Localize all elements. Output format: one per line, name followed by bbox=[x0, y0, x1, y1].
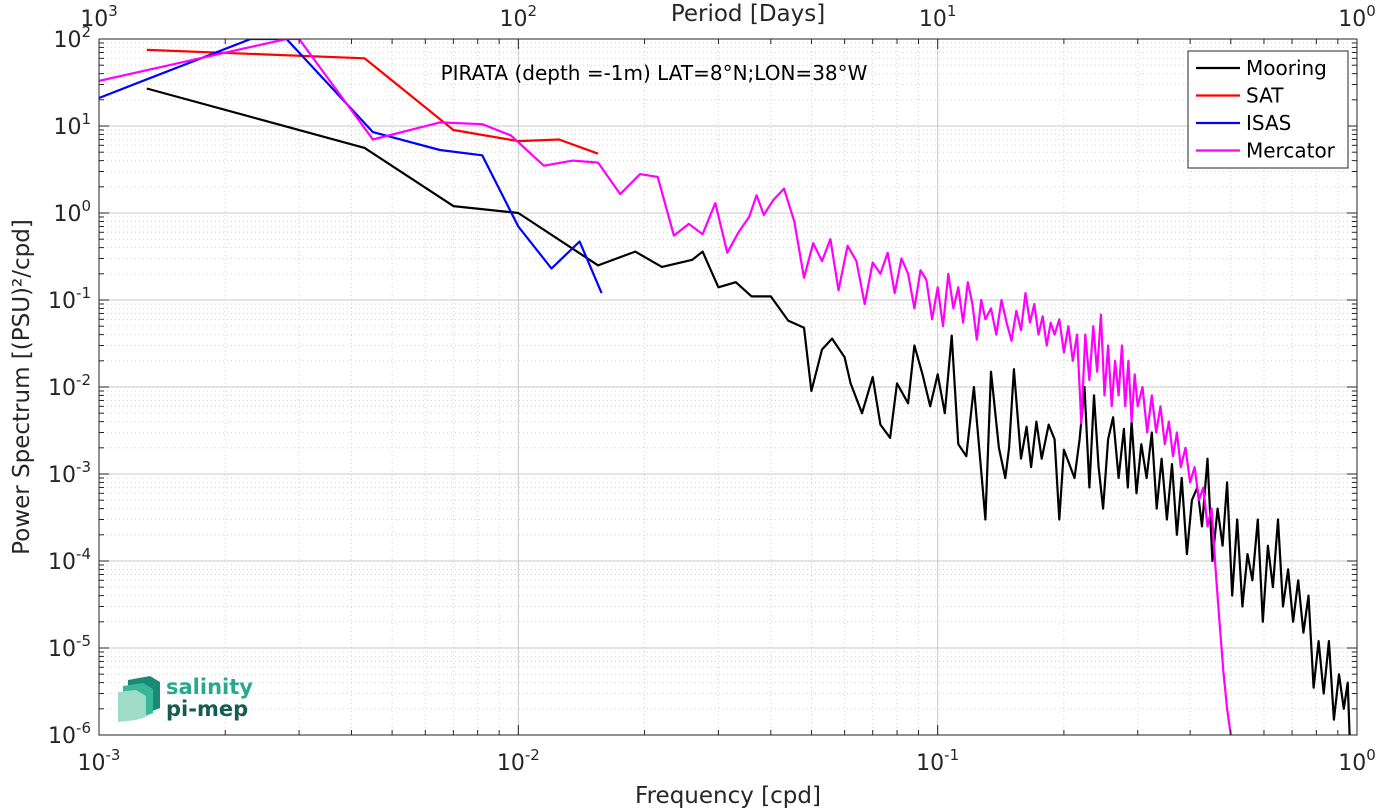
y-axis-label: Power Spectrum [(PSU)²/cpd] bbox=[9, 219, 35, 555]
x-tick-label: 10-3 bbox=[78, 746, 121, 776]
y-tick-label: 100 bbox=[53, 197, 91, 227]
top-tick-label: 100 bbox=[1338, 2, 1376, 32]
salinity-logo: salinity pi-mep bbox=[118, 675, 253, 722]
logo-wave-front bbox=[118, 690, 146, 722]
series-line-mooring bbox=[146, 87, 1351, 735]
series-line-isas bbox=[99, 39, 603, 294]
top-axis-label: Period [Days] bbox=[671, 1, 825, 27]
x-axis-label: Frequency [cpd] bbox=[635, 783, 821, 809]
series-layer bbox=[99, 39, 1351, 735]
series-line-sat bbox=[146, 48, 599, 155]
x-tick-label: 10-1 bbox=[916, 746, 959, 776]
x-tick-label: 10-2 bbox=[497, 746, 540, 776]
legend-box bbox=[1187, 50, 1349, 169]
y-tick-label: 10-5 bbox=[48, 632, 91, 662]
legend-label-isas: ISAS bbox=[1246, 111, 1291, 135]
top-tick-label: 103 bbox=[80, 2, 118, 32]
legend: Mooring SAT ISAS Mercator bbox=[1187, 50, 1349, 169]
legend-label-sat: SAT bbox=[1246, 84, 1284, 108]
legend-label-mooring: Mooring bbox=[1246, 56, 1327, 80]
y-tick-label: 10-3 bbox=[48, 458, 91, 488]
y-tick-label: 102 bbox=[53, 23, 91, 53]
y-tick-label: 10-4 bbox=[48, 545, 91, 575]
series-line-mercator bbox=[99, 39, 1232, 735]
y-tick-label: 10-2 bbox=[48, 371, 91, 401]
y-tick-label: 10-6 bbox=[48, 719, 91, 749]
y-tick-label: 10-1 bbox=[48, 284, 91, 314]
logo-line-1: salinity bbox=[166, 675, 253, 699]
top-tick-label: 102 bbox=[500, 2, 538, 32]
top-tick-label: 101 bbox=[919, 2, 957, 32]
legend-label-mercator: Mercator bbox=[1246, 139, 1336, 163]
x-tick-label: 100 bbox=[1338, 746, 1376, 776]
chart-title: PIRATA (depth =-1m) LAT=8°N;LON=38°W bbox=[441, 61, 868, 85]
y-tick-label: 101 bbox=[53, 110, 91, 140]
tick-marks bbox=[98, 38, 1358, 736]
logo-line-2: pi-mep bbox=[166, 697, 248, 721]
legend-items: Mooring SAT ISAS Mercator bbox=[1196, 56, 1336, 163]
